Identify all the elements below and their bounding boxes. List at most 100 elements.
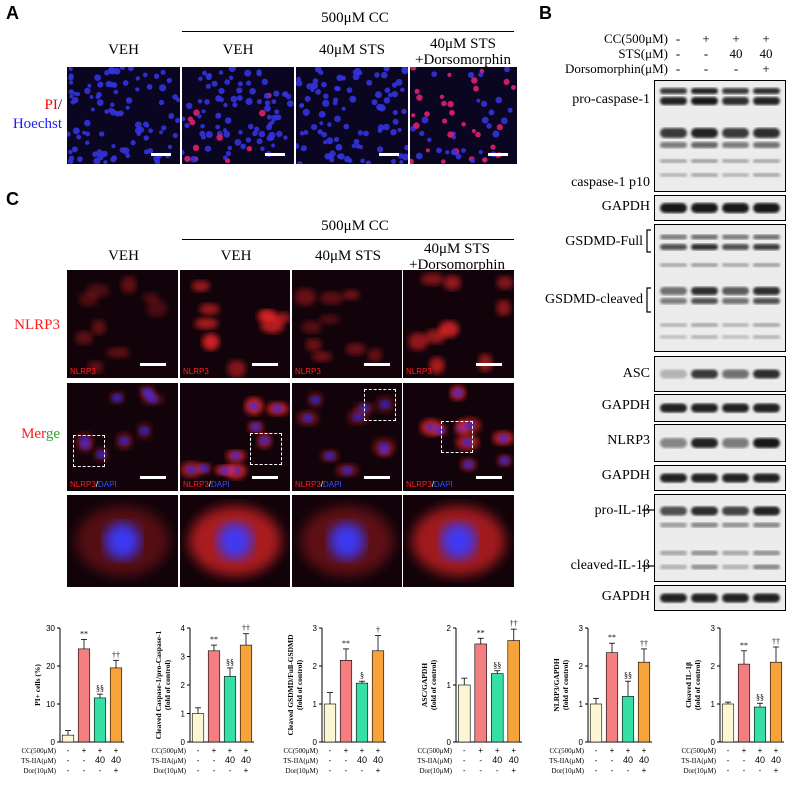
- nucleus-dot: [192, 144, 200, 151]
- cell-signal: [408, 332, 429, 351]
- panel-b-condition-value: 40: [759, 46, 773, 61]
- blot-bands: [660, 403, 780, 413]
- condition-value: +: [98, 746, 103, 755]
- nucleus-dot: [381, 71, 388, 79]
- nucleus-dot: [146, 84, 153, 90]
- nucleus-dot: [238, 130, 243, 135]
- blot-band: [660, 323, 687, 327]
- blot-bands: [660, 203, 780, 213]
- blot-band: [722, 173, 749, 177]
- nucleus-dot: [383, 123, 390, 131]
- nucleus-dot: [130, 140, 136, 146]
- panel-a-col-sts: 40μM STS: [319, 42, 385, 58]
- blot-band: [691, 128, 718, 138]
- nucleus-dot: [442, 118, 448, 124]
- nucleus: [198, 464, 209, 473]
- condition-value: -: [496, 766, 499, 775]
- blot-label-gsdmd-full: GSDMD-Full: [565, 234, 643, 249]
- blot-band: [691, 593, 718, 603]
- bar: [223, 676, 237, 743]
- blot-band: [660, 522, 687, 528]
- blot-band: [753, 323, 780, 327]
- nucleus-dot: [276, 130, 283, 138]
- nucleus-dot: [481, 100, 488, 107]
- nucleus-dot: [266, 134, 273, 142]
- nucleus-dot: [113, 89, 119, 95]
- image-channel-tag: NLRP3: [295, 367, 321, 376]
- nucleus-dot: [70, 99, 76, 105]
- condition-label: CC(500μM): [682, 747, 717, 755]
- nucleus-dot: [97, 81, 104, 88]
- tag-dapi: DAPI: [434, 480, 453, 489]
- blot-label-asc: ASC: [622, 366, 650, 381]
- nucleus-dot: [311, 124, 318, 131]
- nucleus-dot: [176, 97, 180, 103]
- panel-c-image: NLRP3: [67, 270, 178, 378]
- condition-value: +: [626, 746, 631, 755]
- cell-signal: [75, 331, 93, 345]
- nucleus-dot: [234, 139, 242, 146]
- nucleus-dot: [160, 69, 166, 75]
- image-channel-tag: NLRP3: [183, 367, 209, 376]
- nucleus: [219, 466, 230, 475]
- blot-band: [722, 550, 749, 556]
- condition-label: CC(500μM): [152, 747, 187, 755]
- nucleus-dot: [481, 116, 489, 124]
- nucleus-dot: [327, 122, 332, 127]
- y-tick-label: 0: [51, 738, 56, 747]
- panel-b-condition-value: -: [675, 46, 681, 61]
- blot-band: [660, 244, 687, 250]
- nucleus-dot: [189, 119, 196, 126]
- blot-band: [660, 88, 687, 94]
- panel-c-image: NLRP3: [403, 270, 514, 378]
- nucleus-dot: [175, 117, 180, 123]
- nucleus-dot: [471, 128, 476, 134]
- nucleus-dot: [323, 93, 329, 99]
- nucleus: [217, 522, 253, 560]
- panel-c-image: NLRP3/DAPI: [67, 383, 178, 491]
- blot-band: [691, 244, 718, 250]
- condition-value: +: [742, 746, 747, 755]
- nucleus-dot: [503, 78, 510, 85]
- blot-band: [691, 323, 718, 327]
- bar-chart: 0 1 2 3 Cleaved IL-1β (fold of control) ** §§ ††…: [681, 624, 784, 775]
- bar-chart: 0 1 2 3 Cleaved GSDMD/Full-GSDMD (fold of con…: [283, 624, 386, 775]
- nucleus-dot: [363, 130, 369, 137]
- blot-band: [691, 298, 718, 304]
- blot-band: [691, 550, 718, 556]
- condition-value: 40: [755, 755, 765, 765]
- condition-value: +: [478, 746, 483, 755]
- panel-b-condition-value: -: [703, 46, 709, 61]
- nucleus-dot: [113, 67, 121, 75]
- blot-label-gapdh-3: GAPDH: [601, 468, 650, 483]
- condition-label: CC(500μM): [22, 747, 57, 755]
- nucleus: [144, 391, 155, 400]
- panel-c-500cc-header: 500μM CC: [321, 218, 389, 234]
- nucleus-dot: [166, 77, 172, 84]
- nucleus-dot: [232, 102, 238, 108]
- panel-c-col-veh-2: VEH: [220, 248, 252, 264]
- nuclei-dots: [182, 67, 294, 164]
- blot-band: [660, 142, 687, 148]
- blot-label-cleaved-il1b: cleaved-IL-1β: [570, 558, 650, 573]
- nucleus-dot: [69, 80, 74, 85]
- nucleus-dot: [202, 70, 207, 76]
- cell-signal: [227, 360, 246, 378]
- nucleus-dot: [245, 97, 253, 106]
- condition-label: Dor(10μM): [551, 767, 584, 775]
- significance-mark: §§: [226, 658, 234, 667]
- condition-value: -: [213, 766, 216, 775]
- nucleus: [379, 443, 389, 451]
- nucleus-dot: [392, 109, 398, 116]
- nucleus-dot: [496, 124, 503, 131]
- merge-text-green: ge: [45, 426, 60, 442]
- nucleus-dot: [395, 78, 403, 86]
- nucleus-dot: [128, 67, 134, 72]
- blot-gsdmd: [654, 224, 786, 352]
- row-label-nlrp3: NLRP3: [14, 317, 60, 333]
- y-tick-label: 0: [447, 738, 452, 747]
- nucleus: [342, 466, 353, 475]
- condition-label: CC(500μM): [550, 747, 585, 755]
- blot-band: [660, 298, 687, 304]
- nucleus-dot: [312, 78, 319, 84]
